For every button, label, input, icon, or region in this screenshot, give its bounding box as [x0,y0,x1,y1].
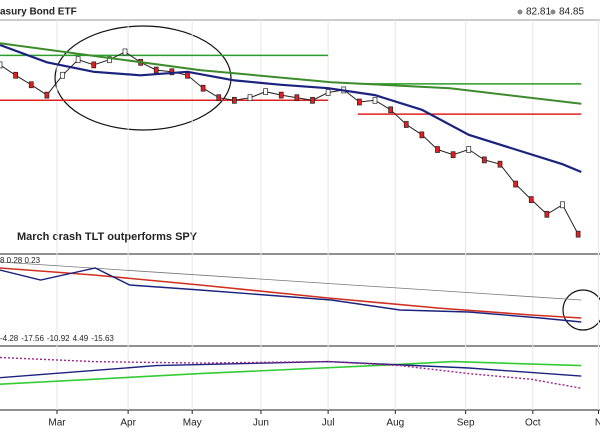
price-marker [60,71,65,79]
price-marker [107,56,112,64]
header-icon [517,9,523,15]
price-marker [403,121,409,128]
annotation: March crash TLT outperforms SPY [17,231,198,243]
price-marker [153,66,159,74]
price-marker [28,81,34,89]
price-marker [528,196,534,203]
price-marker [419,131,425,139]
x-tick-label: Jul [322,418,335,429]
x-tick-label: Sep [457,418,475,429]
highlight-circle [562,289,600,331]
price-marker [466,146,472,153]
x-tick-label: N [595,418,600,429]
price-marker [232,96,237,104]
x-tick-label: Mar [48,418,66,429]
price-marker [263,88,268,96]
indicator-value: 4.49 [73,334,89,343]
series-line [0,267,582,319]
series-line [0,42,582,105]
price-marker [44,91,50,99]
price-marker [75,56,81,64]
x-tick-label: May [183,418,202,429]
highlight-ellipse [54,25,232,131]
price-marker [294,94,300,102]
price-marker [122,48,128,56]
series-line [0,51,579,235]
header-value: 84.85 [559,7,584,18]
chart-title: asury Bond ETF [0,7,77,18]
price-marker [497,160,503,168]
indicator-value: -17.56 [21,334,44,343]
price-marker [435,146,440,153]
price-marker [482,156,487,164]
indicator-value: -10.92 [47,334,70,343]
price-marker [388,106,393,114]
indicator-value: -15.63 [91,334,114,343]
indicator-value: -4.28 [0,334,19,343]
price-marker [216,94,222,102]
price-marker [544,210,550,218]
indicator-label: 8 0.28 0.23 [0,256,41,265]
price-marker [325,89,331,96]
price-marker [91,61,97,69]
header-icon [550,9,556,15]
price-marker [13,71,18,79]
price-marker [310,96,315,104]
price-marker [247,94,253,102]
x-tick-label: Aug [386,418,404,429]
series-line [0,267,582,323]
price-marker [560,201,565,209]
price-marker [278,91,284,99]
price-marker [513,180,518,188]
price-marker [575,230,581,238]
header-value: 82.81 [526,7,551,18]
price-marker [200,84,206,92]
price-marker [357,98,362,106]
series-line [0,356,582,389]
x-tick-label: Apr [120,418,136,429]
price-marker [450,151,456,159]
series-line [0,360,582,385]
price-marker [0,61,3,69]
series-line [0,43,582,174]
x-tick-label: Jun [253,418,269,429]
x-tick-label: Oct [525,418,541,429]
price-marker [372,96,378,104]
